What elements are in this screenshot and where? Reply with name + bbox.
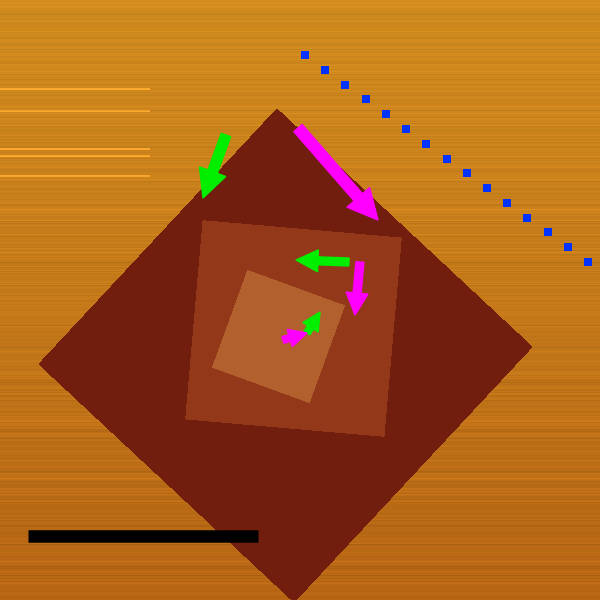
FancyArrow shape (282, 329, 307, 347)
Point (583, 257, 593, 267)
Point (421, 139, 431, 149)
FancyArrow shape (294, 124, 378, 220)
Point (341, 80, 350, 89)
Point (502, 198, 512, 208)
Point (482, 183, 492, 193)
Point (300, 50, 310, 60)
Point (442, 154, 451, 163)
FancyArrow shape (303, 312, 320, 335)
Point (523, 213, 532, 223)
FancyArrow shape (346, 262, 368, 315)
Point (401, 124, 411, 134)
Point (381, 109, 391, 119)
FancyArrow shape (199, 133, 230, 198)
FancyArrow shape (296, 250, 349, 272)
Point (563, 242, 572, 252)
Point (462, 169, 472, 178)
Point (320, 65, 330, 74)
Point (543, 227, 553, 237)
Point (361, 95, 370, 104)
